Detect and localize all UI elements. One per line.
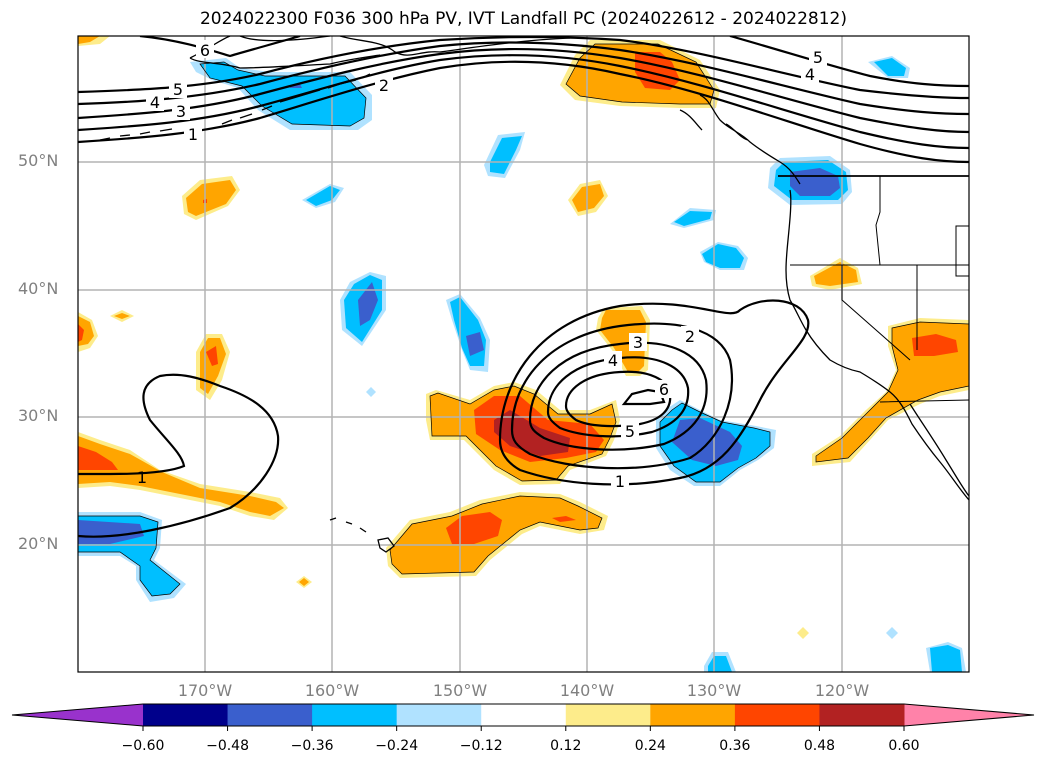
contour-label: 4 [150,93,160,112]
negative-anomaly [768,156,852,205]
coastline-islands [679,109,749,141]
positive-anomaly [182,176,240,220]
colorbar-bin [143,704,229,726]
lat-label-50n: 50°N [18,151,59,170]
pv-contour-3 [528,341,708,451]
pv-contour-1 [78,60,969,164]
pv-contours [78,36,969,538]
lon-label-140w: 140°W [559,681,615,700]
anomaly-outlines [78,43,969,597]
colorbar-tick-label: 0.48 [803,738,836,754]
colorbar-bin [481,704,567,726]
contour-label: 3 [633,333,643,352]
positive-anomaly [110,310,134,322]
colorbar-tick-label: −0.12 [459,738,503,754]
contour-label: 6 [200,41,210,60]
negative-anomaly [926,642,966,672]
pv-contour-3 [78,47,969,134]
contour-label: 4 [805,65,815,84]
colorbar-tick-label: 0.60 [888,738,920,754]
lat-label-20n: 20°N [18,534,59,553]
coastline-us-west [785,189,969,501]
colorbar-tick-label: 0.12 [550,738,582,754]
contour-label: 5 [625,422,635,441]
colorbar-tick-label: −0.36 [290,738,334,754]
positive-anomaly [296,576,312,588]
lon-label-160w: 160°W [304,681,360,700]
contour-label: 1 [615,472,625,491]
pv-contour-6 [139,36,969,88]
positive-anomaly [78,312,98,352]
colorbar-bin [312,704,398,726]
contour-label: 3 [176,102,186,121]
pv-contour-4 [78,41,969,116]
negative-anomaly [670,208,716,228]
colorbar [11,703,1035,731]
coastline-bc [699,94,801,185]
colorbar-tick-label: 0.24 [634,738,666,754]
coastline-hawaii [329,517,395,553]
lon-label-130w: 130°W [686,681,742,700]
colorbar-bin [227,704,313,726]
pv-contour-5 [564,370,672,428]
negative-anomaly [868,56,910,78]
colorbar-bin [396,704,482,726]
contour-label: 2 [685,327,695,346]
contour-label: 5 [813,48,823,67]
map-content: 6 5 4 3 1 2 5 4 2 3 4 6 5 1 [78,36,969,672]
map-frame [77,35,970,673]
pv-contour-1 [498,299,810,486]
positive-anomaly [560,40,720,108]
positive-anomaly [568,180,608,216]
negative-anomaly [446,294,490,372]
pv-contour-4 [546,356,690,438]
positive-anomaly [78,36,110,46]
colorbar-bin [734,704,820,726]
positive-anomaly [78,432,288,520]
colorbar-bin [650,704,736,726]
coastline-baja [909,403,969,497]
contour-label: 6 [659,380,669,399]
colorbar-tick-label: −0.48 [206,738,249,754]
colorbar-tick-label: 0.36 [719,738,751,754]
colorbar-extend-under [12,704,143,726]
pv-contour-2 [78,54,969,150]
colorbar-extend-over [904,704,1034,726]
lon-label-120w: 120°W [814,681,870,700]
negative-anomaly [700,242,748,270]
contour-labels: 6 5 4 3 1 2 5 4 2 3 4 6 5 1 [137,40,827,491]
lon-label-170w: 170°W [177,681,233,700]
positive-anomaly [797,627,809,639]
colorbar-bin [819,704,905,726]
negative-anomaly [484,132,525,178]
contour-label: 2 [379,76,389,95]
contour-label: 4 [608,351,618,370]
pv-contour-5 [78,36,969,100]
pv-contour-2 [510,322,733,470]
lon-label-150w: 150°W [432,681,488,700]
contour-label: 1 [188,125,198,144]
contour-label: 1 [137,468,147,487]
lat-label-30n: 30°N [18,406,59,425]
gridlines [78,36,969,672]
negative-anomaly [886,627,898,639]
colorbar-tick-label: −0.24 [375,738,419,754]
lat-label-40n: 40°N [18,279,59,298]
negative-anomaly [366,387,376,397]
positive-anomaly [810,258,862,290]
contour-label: 5 [173,80,183,99]
colorbar-tick-label: −0.60 [121,738,165,754]
coastline-alaska-peninsula [189,54,381,69]
pv-contour-1 [78,373,280,538]
plot-title: 2024022300 F036 300 hPa PV, IVT Landfall… [199,9,847,29]
colorbar-bin [565,704,651,726]
state-borders [790,176,969,403]
